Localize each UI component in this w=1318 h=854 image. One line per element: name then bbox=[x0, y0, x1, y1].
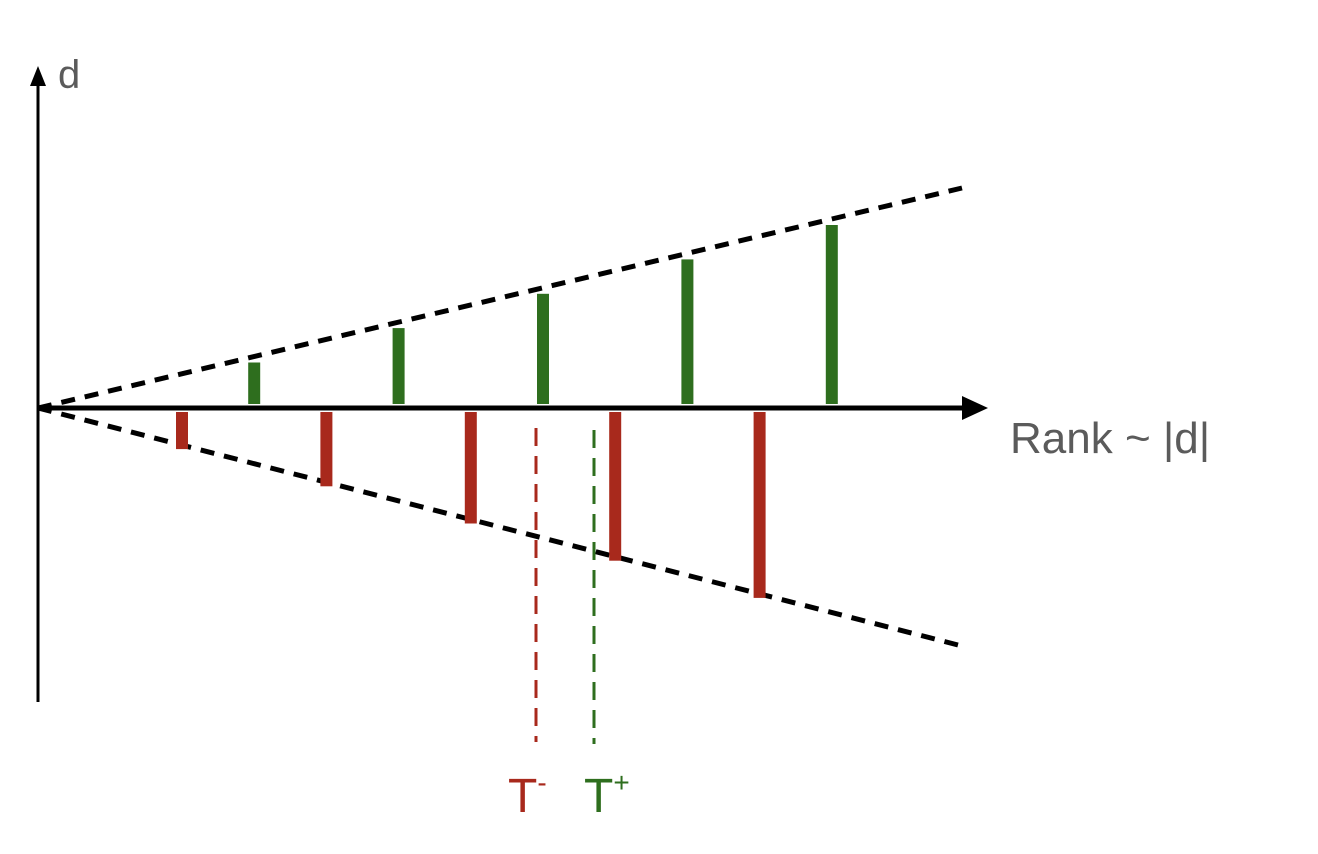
x-axis-label: Rank ~ |d| bbox=[1010, 414, 1210, 463]
negative-bar-rank-7 bbox=[609, 412, 622, 561]
positive-bar-rank-8 bbox=[681, 259, 694, 404]
negative-bar-rank-1 bbox=[176, 412, 188, 450]
t-plus-label: T+ bbox=[584, 767, 630, 823]
negative-bar-rank-3 bbox=[320, 412, 333, 487]
t-minus-label: T- bbox=[508, 767, 547, 823]
x-axis-arrowhead bbox=[962, 396, 988, 420]
t-minus-base: T bbox=[508, 770, 537, 823]
positive-bar-rank-4 bbox=[392, 328, 405, 404]
positive-bar-rank-2 bbox=[248, 362, 261, 404]
upper-envelope-line bbox=[37, 185, 963, 411]
t-plus-base: T bbox=[584, 770, 613, 823]
t-minus-sup: - bbox=[537, 767, 546, 798]
rank-bars bbox=[176, 225, 838, 598]
positive-bar-rank-10 bbox=[825, 225, 838, 404]
y-axis-arrowhead bbox=[30, 66, 46, 86]
t-plus-sup: + bbox=[613, 767, 629, 798]
negative-bar-rank-9 bbox=[753, 412, 766, 598]
negative-bar-rank-5 bbox=[464, 412, 477, 524]
positive-bar-rank-6 bbox=[537, 293, 549, 404]
y-axis-label: d bbox=[58, 53, 80, 97]
